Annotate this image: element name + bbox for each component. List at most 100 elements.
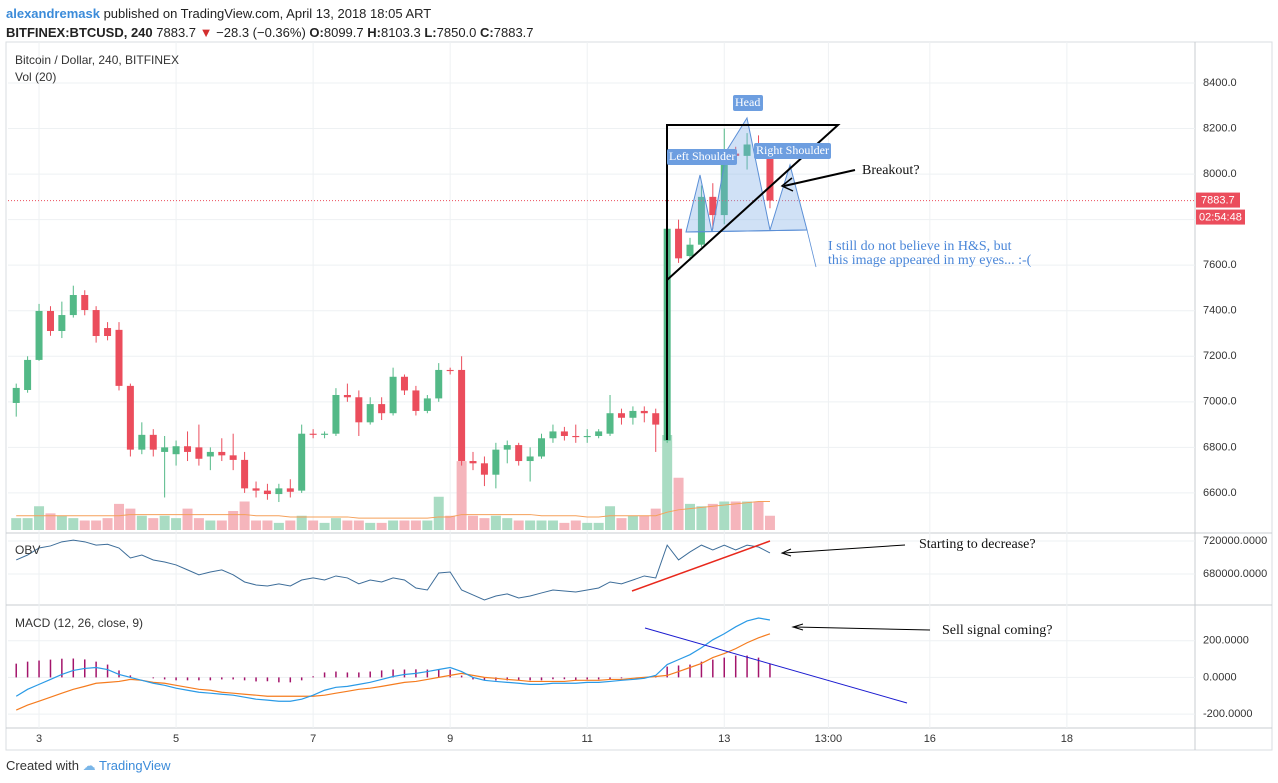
created: Created with (6, 758, 79, 773)
low: 7850.0 (436, 25, 477, 40)
candle-body (332, 394, 340, 434)
high: 8103.3 (380, 25, 421, 40)
volume-bar (365, 522, 376, 530)
pane-title: MACD (12, 26, close, 9) (15, 616, 143, 630)
annotation: I still do not believe in H&S, but (828, 239, 1012, 254)
volume-bar (308, 520, 319, 530)
volume-bar (148, 518, 159, 530)
candle-body (104, 328, 112, 337)
arrowhead (791, 623, 804, 631)
candle-body (480, 463, 488, 475)
macd-line (15, 617, 771, 702)
volume-bar (467, 515, 478, 530)
volume-bar (251, 520, 262, 530)
volume-bar (559, 522, 570, 530)
volume-bar (79, 520, 90, 530)
volume-bar (707, 503, 718, 530)
trend-line (644, 627, 908, 704)
tag: Right Shoulder (756, 143, 829, 157)
candle-body (412, 390, 420, 411)
volume-bar (376, 522, 387, 530)
pane-title: Bitcoin / Dollar, 240, BITFINEX (15, 53, 179, 67)
candle-body (12, 387, 20, 403)
down-icon: ▼ (199, 25, 213, 40)
arrowhead (780, 177, 794, 192)
countdown-box (1196, 209, 1245, 225)
x-tick-label: 11 (582, 733, 593, 745)
obv-line (16, 539, 771, 601)
volume-bar (662, 435, 673, 530)
volume-bar (513, 520, 524, 530)
volume-bar (730, 501, 741, 530)
volume-bar (570, 520, 581, 530)
note-pointer (806, 229, 817, 268)
candle-body (560, 431, 568, 436)
candle-body (138, 434, 146, 450)
volume-bar (228, 511, 239, 530)
volume-bar (205, 520, 216, 530)
candle-body (400, 376, 408, 391)
candle-body (92, 310, 100, 337)
candle-body (263, 490, 271, 495)
volume-bar (56, 515, 67, 530)
volume-bar (159, 515, 170, 530)
tag-box (733, 95, 763, 111)
close: 7883.7 (493, 25, 534, 40)
x-tick-label: 7 (310, 733, 316, 745)
y-tick-label: 7200.0 (1203, 350, 1237, 362)
volume-bar (68, 518, 79, 530)
trend-line (631, 540, 771, 592)
arrow (783, 169, 856, 187)
arrow (794, 626, 931, 631)
y-tick-label: 8000.0 (1203, 168, 1237, 180)
pane-title: Vol (20) (15, 70, 56, 84)
volume-bar (262, 520, 273, 530)
tag-box (754, 143, 831, 159)
candle-body (469, 461, 477, 464)
candle-body (343, 394, 351, 398)
x-tick-label: 18 (1061, 733, 1073, 745)
pane-title: OBV (15, 543, 40, 557)
author[interactable]: alexandremask (6, 6, 100, 21)
arrowhead (780, 548, 792, 557)
triangle (666, 124, 841, 440)
candle-body (275, 488, 283, 495)
candle-body (81, 295, 89, 311)
countdown: 02:54:48 (1199, 211, 1242, 223)
candle-body (675, 228, 683, 259)
candle-body (115, 329, 123, 386)
y-tick-label: 200.0000 (1203, 635, 1249, 647)
change: −28.3 (−0.36%) (216, 25, 306, 40)
candle-body (743, 144, 751, 156)
volume-bar (650, 508, 661, 530)
symbol: BITFINEX:BTCUSD, 240 (6, 25, 153, 40)
candle-body (286, 488, 294, 492)
y-tick-label: 7400.0 (1203, 305, 1237, 317)
annotation: Sell signal coming? (942, 623, 1052, 638)
arrow (783, 544, 906, 554)
l-label: L: (424, 25, 437, 40)
candle-body (218, 451, 226, 456)
hs-pattern (685, 116, 808, 233)
candle-body (617, 413, 625, 418)
volume-bar (171, 518, 182, 530)
c-label: C: (480, 25, 494, 40)
volume-bar (639, 515, 650, 530)
tag: Head (735, 95, 760, 109)
volume-ma (16, 501, 770, 519)
volume-bar (22, 518, 33, 530)
candle-body (35, 310, 43, 360)
volume-bar (182, 508, 193, 530)
candle-body (766, 151, 774, 201)
candle-body (423, 398, 431, 411)
volume-bar (45, 513, 56, 530)
drawings: Head Left Shoulder Right Shoulder Breako… (631, 95, 1052, 704)
y-tick-label: 680000.0000 (1203, 568, 1267, 580)
volume-bar (696, 506, 707, 530)
candle-body (355, 397, 363, 423)
brand[interactable]: TradingView (99, 758, 171, 773)
candle-body (503, 445, 511, 450)
neckline (685, 229, 808, 233)
volume-bar (627, 515, 638, 530)
